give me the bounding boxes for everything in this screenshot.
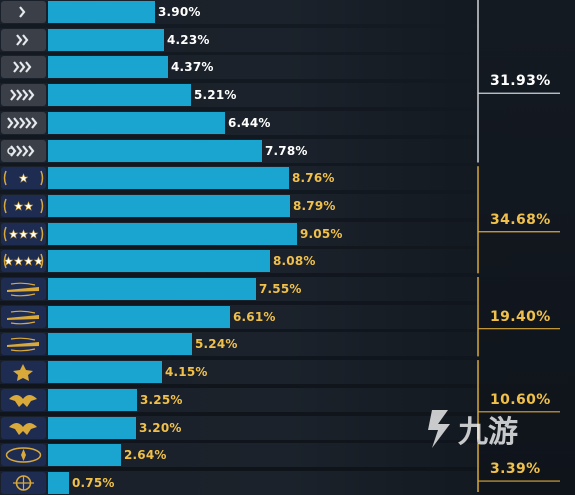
bar-value-label: 5.24% [195, 337, 238, 352]
master-guardian-elite-icon [1, 333, 46, 356]
gold-nova-2-icon [1, 194, 46, 217]
bar-row: 6.61% [0, 304, 480, 329]
gold-nova-master-icon [1, 250, 46, 273]
bar-value-label: 3.20% [139, 420, 182, 435]
row-background [0, 470, 480, 495]
bar-value-label: 4.15% [165, 365, 208, 380]
bar-value-label: 8.79% [293, 198, 336, 213]
master-guardian-2-icon [1, 305, 46, 328]
bar-row: 8.76% [0, 166, 480, 191]
bar-value-label: 4.37% [171, 60, 214, 75]
bar [48, 84, 191, 107]
chevron-4-icon [1, 84, 46, 107]
chevron-elite-icon [1, 139, 46, 162]
bar-value-label: 3.90% [158, 5, 201, 19]
bar-row: 6.44% [0, 110, 480, 135]
bar [48, 250, 270, 273]
bar [48, 194, 290, 217]
legendary-eagle-icon [1, 388, 46, 411]
chevron-2-icon [1, 28, 46, 51]
group-total-label: 3.39% [490, 461, 541, 478]
bar-row: 5.24% [0, 332, 480, 357]
bar-row: 4.23% [0, 27, 480, 52]
bar [48, 388, 137, 411]
bar-value-label: 4.23% [167, 32, 210, 47]
bar [48, 278, 256, 300]
global-elite-icon [1, 471, 46, 494]
bar [48, 333, 192, 356]
gold-nova-3-icon [1, 222, 46, 245]
supreme-master-icon [1, 444, 46, 467]
chevron-5-icon [1, 111, 46, 134]
chevron-3-icon [1, 56, 46, 79]
bar-row: 7.55% [0, 277, 480, 301]
bar-row: 8.08% [0, 249, 480, 274]
bar-row: 3.90% [0, 0, 480, 24]
group-total-label: 10.60% [490, 391, 551, 408]
bar-value-label: 3.25% [140, 392, 183, 407]
gold-nova-1-icon [1, 167, 46, 190]
bar [48, 416, 136, 439]
bar-value-label: 8.08% [273, 254, 316, 269]
bar [48, 305, 230, 328]
watermark-icon: 九游 [428, 410, 518, 450]
bar-row: 0.75% [0, 470, 480, 495]
bar-row: 7.78% [0, 138, 480, 163]
bar [48, 28, 164, 51]
group-total-label: 34.68% [490, 211, 551, 228]
bar-value-label: 2.64% [124, 448, 167, 463]
distinguished-master-guardian-icon [1, 361, 46, 384]
bar-row: 8.79% [0, 193, 480, 218]
bar-value-label: 0.75% [72, 475, 115, 490]
bar [48, 167, 289, 190]
watermark-logo: 九游 [418, 400, 548, 460]
bar [48, 222, 297, 245]
bar-row: 3.20% [0, 415, 480, 440]
bar-value-label: 8.76% [292, 171, 335, 186]
watermark-text: 九游 [458, 415, 518, 450]
bar [48, 139, 262, 162]
bar-row: 9.05% [0, 221, 480, 246]
bar [48, 361, 162, 384]
bar [48, 1, 155, 23]
master-guardian-1-icon [1, 278, 46, 300]
bar [48, 444, 121, 467]
chevron-1-icon [1, 1, 46, 23]
bar-row: 2.64% [0, 443, 480, 468]
bar [48, 111, 225, 134]
bar-value-label: 6.44% [228, 115, 271, 130]
bar-value-label: 9.05% [300, 226, 343, 241]
bar-value-label: 7.55% [259, 282, 302, 296]
bar-row: 4.15% [0, 360, 480, 385]
group-total-label: 19.40% [490, 308, 551, 325]
bar-row: 3.25% [0, 387, 480, 412]
bar-value-label: 5.21% [194, 88, 237, 103]
bar-row: 5.21% [0, 83, 480, 108]
bar-value-label: 6.61% [233, 309, 276, 324]
bar-value-label: 7.78% [265, 143, 308, 158]
bar [48, 56, 168, 79]
legendary-eagle-master-icon [1, 416, 46, 439]
bar-row: 4.37% [0, 55, 480, 80]
group-total-label: 31.93% [490, 73, 551, 90]
bar [48, 471, 69, 494]
